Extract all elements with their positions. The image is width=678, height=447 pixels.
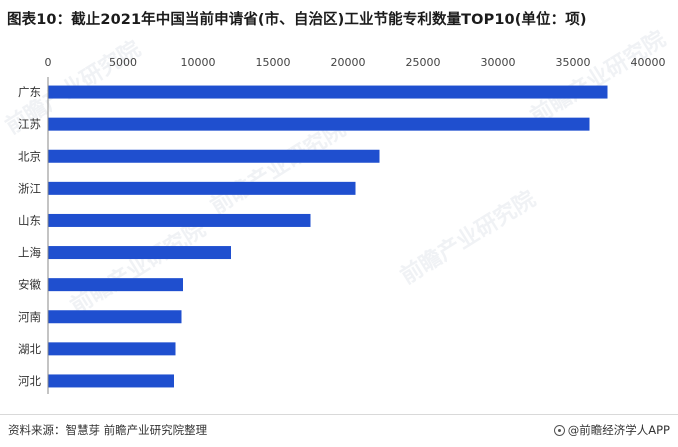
x-tick-label: 20000 [331, 56, 366, 69]
bar [48, 374, 174, 388]
category-label: 北京 [18, 149, 41, 163]
category-label: 广东 [18, 85, 41, 99]
bar [48, 278, 183, 292]
x-tick-label: 0 [45, 56, 52, 69]
category-label: 山东 [18, 213, 41, 227]
x-tick-label: 10000 [181, 56, 216, 69]
bar [48, 117, 590, 131]
category-label: 江苏 [18, 117, 41, 131]
brand-text: @前瞻经济学人APP [567, 423, 670, 437]
category-label: 浙江 [18, 181, 41, 195]
bar [48, 342, 176, 356]
x-tick-label: 15000 [256, 56, 291, 69]
x-tick-label: 40000 [631, 56, 666, 69]
category-label: 湖北 [18, 342, 41, 356]
x-tick-label: 5000 [109, 56, 137, 69]
category-label: 河南 [18, 310, 41, 324]
brand-logo-icon [553, 424, 565, 436]
x-tick-label: 30000 [481, 56, 516, 69]
bar [48, 246, 231, 260]
bar [48, 85, 608, 99]
source-note: 资料来源：智慧芽 前瞻产业研究院整理 [8, 423, 208, 437]
category-label: 上海 [18, 246, 41, 260]
bar [48, 181, 356, 195]
x-tick-label: 25000 [406, 56, 441, 69]
category-label: 河北 [18, 374, 41, 388]
bar-chart: 0 5000 10000 15000 20000 25000 30000 35000 40000… [18, 56, 666, 394]
bar [48, 149, 380, 163]
bar [48, 213, 311, 227]
x-tick-label: 35000 [556, 56, 591, 69]
category-label: 安徽 [18, 278, 41, 292]
bar [48, 310, 182, 324]
chart-title: 图表10：截止2021年中国当前申请省(市、自治区)工业节能专利数量TOP10(… [7, 12, 587, 28]
footer: 资料来源：智慧芽 前瞻产业研究院整理 @前瞻经济学人APP [0, 414, 678, 447]
brand-credit: @前瞻经济学人APP [553, 422, 670, 438]
